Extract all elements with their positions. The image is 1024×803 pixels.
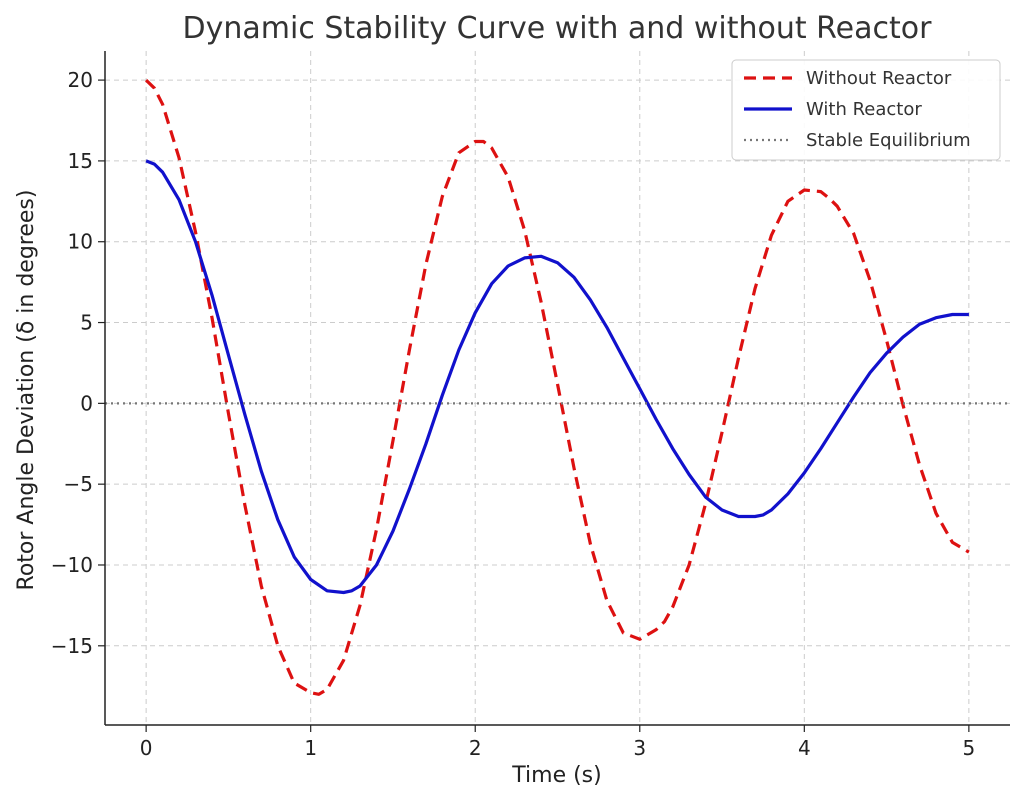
x-tick-label-1: 1 bbox=[304, 736, 317, 760]
legend-box bbox=[731, 59, 1001, 161]
ticks: 0 1 2 3 4 5 −15 −10 −5 0 5 10 15 20 bbox=[51, 68, 975, 760]
series-layer bbox=[105, 78, 1010, 696]
legend-label-2: Stable Equilibrium bbox=[806, 130, 971, 151]
x-tick-label-3: 3 bbox=[633, 736, 646, 760]
y-tick-label-6: 15 bbox=[68, 149, 93, 173]
y-tick-label-2: −5 bbox=[64, 472, 93, 496]
grid bbox=[105, 51, 1010, 725]
x-tick-label-5: 5 bbox=[962, 736, 975, 760]
y-tick-label-1: −10 bbox=[51, 553, 93, 577]
axes bbox=[104, 51, 1010, 726]
x-axis-label: Time (s) bbox=[511, 763, 601, 788]
y-tick-label-3: 0 bbox=[80, 391, 93, 415]
y-tick-label-7: 20 bbox=[68, 68, 93, 92]
legend-label-1: With Reactor bbox=[806, 99, 922, 120]
chart-title: Dynamic Stability Curve with and without… bbox=[183, 11, 933, 46]
y-tick-label-5: 10 bbox=[68, 230, 93, 254]
y-axis-label: Rotor Angle Deviation (δ in degrees) bbox=[14, 190, 39, 591]
series-line-0 bbox=[144, 78, 970, 696]
x-tick-label-4: 4 bbox=[798, 736, 811, 760]
y-tick-label-0: −15 bbox=[51, 634, 93, 658]
series-line-1 bbox=[145, 159, 969, 595]
x-tick-label-2: 2 bbox=[469, 736, 482, 760]
x-tick-label-0: 0 bbox=[140, 736, 153, 760]
y-tick-label-4: 5 bbox=[80, 311, 93, 335]
legend: Without Reactor With Reactor Stable Equili… bbox=[731, 59, 1001, 161]
legend-label-0: Without Reactor bbox=[806, 68, 952, 89]
